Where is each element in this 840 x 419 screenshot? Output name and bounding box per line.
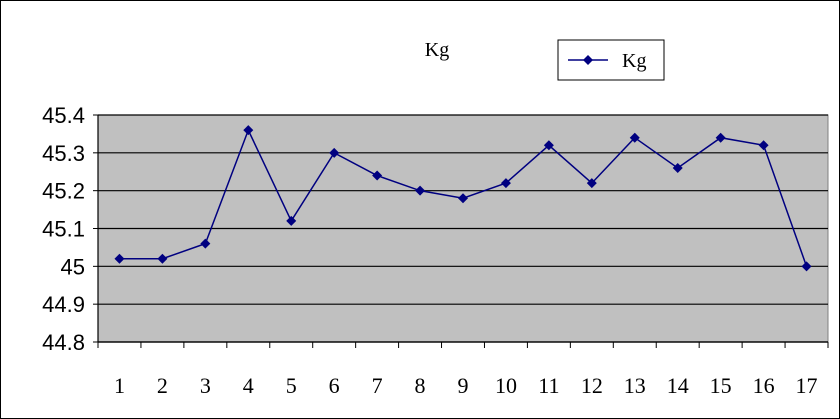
legend: Kg [557,39,665,81]
x-tick-label: 5 [286,373,297,398]
y-axis-labels: 45.4 45.3 45.2 45.1 45 44.9 44.8 [42,103,85,355]
data-point [157,253,168,264]
x-tick-label: 17 [796,373,818,398]
x-tick-label: 8 [415,373,426,398]
data-point [758,140,769,151]
y-tick-label: 45.2 [42,179,85,204]
data-point [586,178,597,189]
x-tick-label: 12 [581,373,603,398]
x-tick-label: 9 [458,373,469,398]
y-tick-label: 45.3 [42,141,85,166]
data-point [114,253,125,264]
data-point [715,132,726,143]
x-tick-label: 6 [329,373,340,398]
x-tick-label: 16 [753,373,775,398]
legend-label: Kg [622,50,646,72]
data-point [672,162,683,173]
x-tick-label: 11 [538,373,559,398]
data-point [329,147,340,158]
x-tick-label: 7 [372,373,383,398]
x-tick-label: 1 [114,373,125,398]
data-point [500,178,511,189]
x-tick-label: 13 [624,373,646,398]
y-tick-label: 45 [61,254,85,279]
x-tick-label: 3 [200,373,211,398]
data-point [629,132,640,143]
x-tick-label: 15 [710,373,732,398]
data-point [243,125,254,136]
plot-area [93,114,829,348]
legend-marker [583,55,593,65]
data-point [372,170,383,181]
chart-title: Kg [425,39,449,61]
y-tick-label: 44.9 [42,292,85,317]
data-point [415,185,426,196]
x-tick-label: 10 [495,373,517,398]
x-axis-labels: 1 2 3 4 5 6 7 8 9 10 11 12 13 14 15 16 17 [114,373,818,398]
series-layer [114,125,812,272]
y-tick-label: 45.4 [42,103,85,128]
x-tick-label: 4 [243,373,254,398]
data-point [286,215,297,226]
y-tick-label: 45.1 [42,217,85,242]
x-tick-label: 2 [157,373,168,398]
data-point [458,193,468,204]
x-tick-label: 14 [667,373,689,398]
data-point [200,238,211,249]
data-point [801,261,812,272]
y-tick-label: 44.8 [42,330,85,355]
data-point [543,140,554,151]
